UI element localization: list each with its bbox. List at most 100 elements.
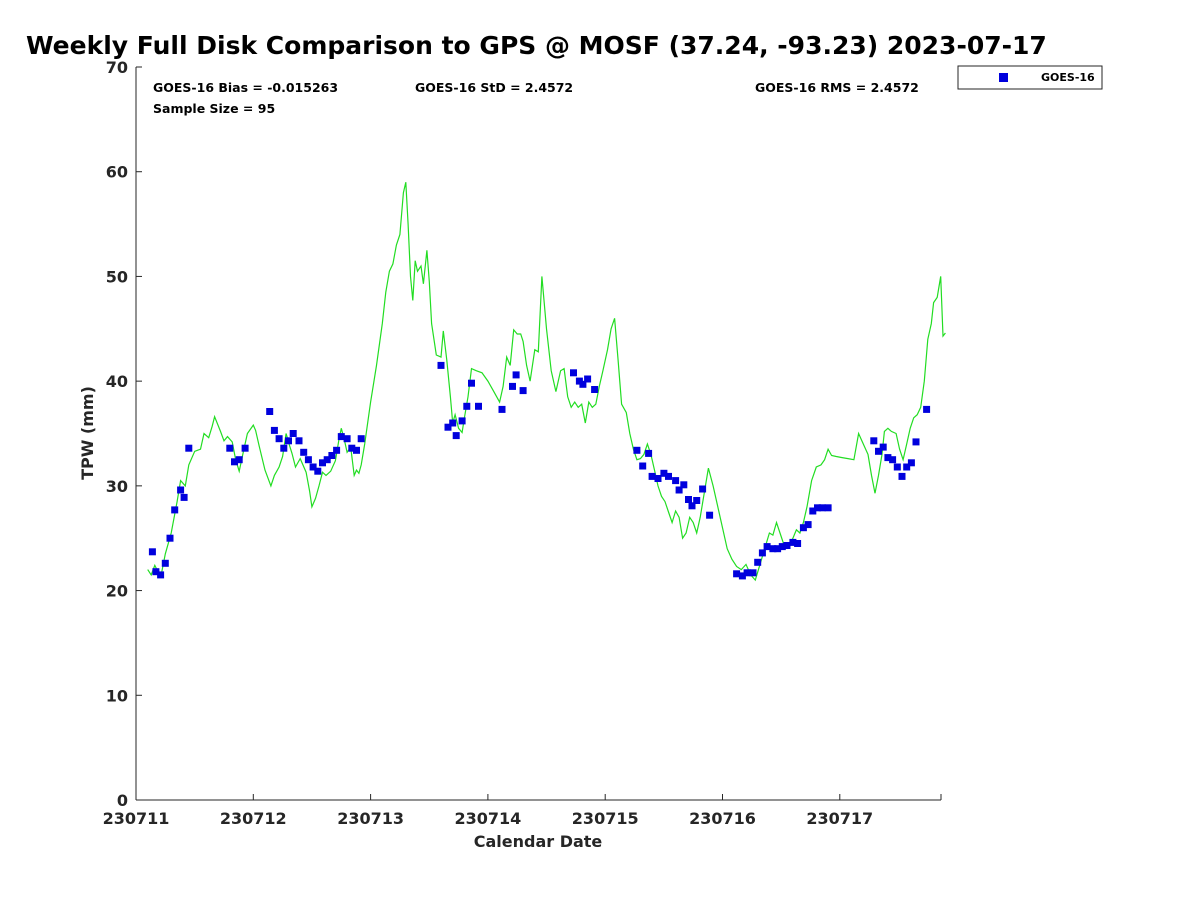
data-point-goes16	[444, 423, 452, 431]
x-tick-label: 230717	[806, 809, 873, 828]
x-tick-label: 230712	[220, 809, 287, 828]
chart-title: Weekly Full Disk Comparison to GPS @ MOS…	[26, 31, 1047, 60]
data-point-goes16	[475, 402, 482, 410]
data-point-goes16	[357, 435, 365, 443]
data-point-goes16	[323, 456, 331, 464]
data-point-goes16	[498, 405, 506, 413]
x-axis-label: Calendar Date	[474, 832, 603, 851]
data-point-goes16	[343, 435, 351, 443]
legend-marker-goes16	[999, 73, 1008, 82]
data-point-goes16	[463, 402, 471, 410]
x-ticks: 230711 230712 230713 230714 230715 230716 2307…	[103, 794, 942, 828]
y-tick-label: 20	[106, 582, 128, 601]
data-point-goes16	[152, 568, 160, 576]
data-point-goes16	[809, 507, 817, 515]
y-tick-label: 0	[117, 791, 128, 810]
rms-annotation: GOES-16 RMS = 2.4572	[755, 80, 919, 95]
data-point-goes16	[570, 369, 577, 377]
data-point-goes16	[185, 444, 193, 452]
data-point-goes16	[309, 463, 317, 471]
data-point-goes16	[680, 481, 688, 489]
data-point-goes16	[148, 548, 156, 556]
data-point-goes16	[758, 549, 766, 557]
data-point-goes16	[903, 463, 911, 471]
data-point-goes16	[814, 504, 821, 512]
x-tick-label: 230715	[572, 809, 639, 828]
y-tick-label: 70	[106, 58, 128, 77]
data-point-goes16	[693, 497, 701, 504]
data-point-goes16	[675, 486, 683, 494]
y-axis-label: TPW (mm)	[78, 386, 97, 480]
y-tick-label: 60	[106, 163, 128, 182]
data-point-goes16	[789, 538, 797, 546]
x-tick-label: 230714	[455, 809, 522, 828]
data-point-goes16	[275, 435, 283, 443]
sample-size-annotation: Sample Size = 95	[153, 101, 275, 116]
data-point-goes16	[337, 433, 345, 441]
y-tick-label: 10	[106, 686, 128, 705]
data-point-goes16	[794, 540, 802, 547]
data-point-goes16	[660, 469, 668, 477]
legend: GOES-16	[957, 65, 1103, 90]
data-point-goes16	[633, 446, 641, 454]
data-point-goes16	[226, 444, 234, 452]
x-tick-label: 230711	[103, 809, 170, 828]
data-point-goes16	[665, 472, 672, 480]
legend-label-goes16: GOES-16	[1041, 71, 1095, 84]
series-line-gps	[147, 182, 946, 582]
data-point-goes16	[328, 452, 336, 459]
data-point-goes16	[512, 371, 520, 379]
data-point-goes16	[519, 387, 527, 395]
data-point-goes16	[743, 569, 751, 577]
data-point-goes16	[923, 405, 931, 413]
data-point-goes16	[161, 559, 169, 567]
data-point-goes16	[300, 448, 308, 456]
data-point-goes16	[348, 444, 356, 452]
data-point-goes16	[639, 462, 647, 470]
data-point-goes16	[437, 361, 445, 369]
y-tick-label: 50	[106, 267, 128, 286]
data-point-goes16	[171, 506, 179, 514]
data-point-goes16	[763, 543, 771, 551]
series-goes16	[148, 361, 931, 580]
data-point-goes16	[449, 419, 457, 427]
axes	[135, 67, 941, 801]
data-point-goes16	[231, 458, 238, 466]
data-point-goes16	[799, 524, 807, 532]
data-point-goes16	[241, 444, 249, 452]
data-point-goes16	[870, 437, 878, 445]
data-point-goes16	[295, 437, 303, 445]
data-point-goes16	[889, 456, 897, 464]
data-point-goes16	[645, 449, 653, 457]
data-point-goes16	[468, 379, 475, 387]
data-point-goes16	[177, 486, 185, 494]
data-point-goes16	[884, 454, 892, 462]
data-point-goes16	[591, 386, 599, 393]
data-point-goes16	[166, 534, 174, 542]
data-point-goes16	[157, 571, 165, 579]
y-ticks: 0 10 20 30 40 50 60 70	[106, 58, 142, 810]
data-point-goes16	[749, 569, 757, 577]
legend-box	[957, 65, 1103, 90]
data-point-goes16	[688, 502, 696, 510]
data-point-goes16	[875, 447, 882, 455]
data-point-goes16	[353, 446, 360, 454]
data-point-goes16	[818, 504, 826, 512]
data-point-goes16	[912, 438, 920, 446]
data-point-goes16	[893, 463, 901, 471]
data-point-goes16	[898, 472, 906, 480]
data-point-goes16	[648, 472, 656, 480]
y-tick-label: 30	[106, 477, 128, 496]
data-point-goes16	[319, 459, 326, 467]
data-point-goes16	[778, 543, 786, 551]
data-point-goes16	[783, 542, 791, 549]
data-point-goes16	[738, 572, 746, 580]
data-point-goes16	[699, 485, 707, 493]
data-point-goes16	[458, 417, 466, 425]
data-point-goes16	[804, 521, 812, 529]
plot-area	[147, 182, 946, 582]
data-point-goes16	[289, 430, 297, 437]
data-point-goes16	[584, 375, 592, 383]
y-tick-label: 40	[106, 372, 128, 391]
data-point-goes16	[333, 446, 341, 454]
